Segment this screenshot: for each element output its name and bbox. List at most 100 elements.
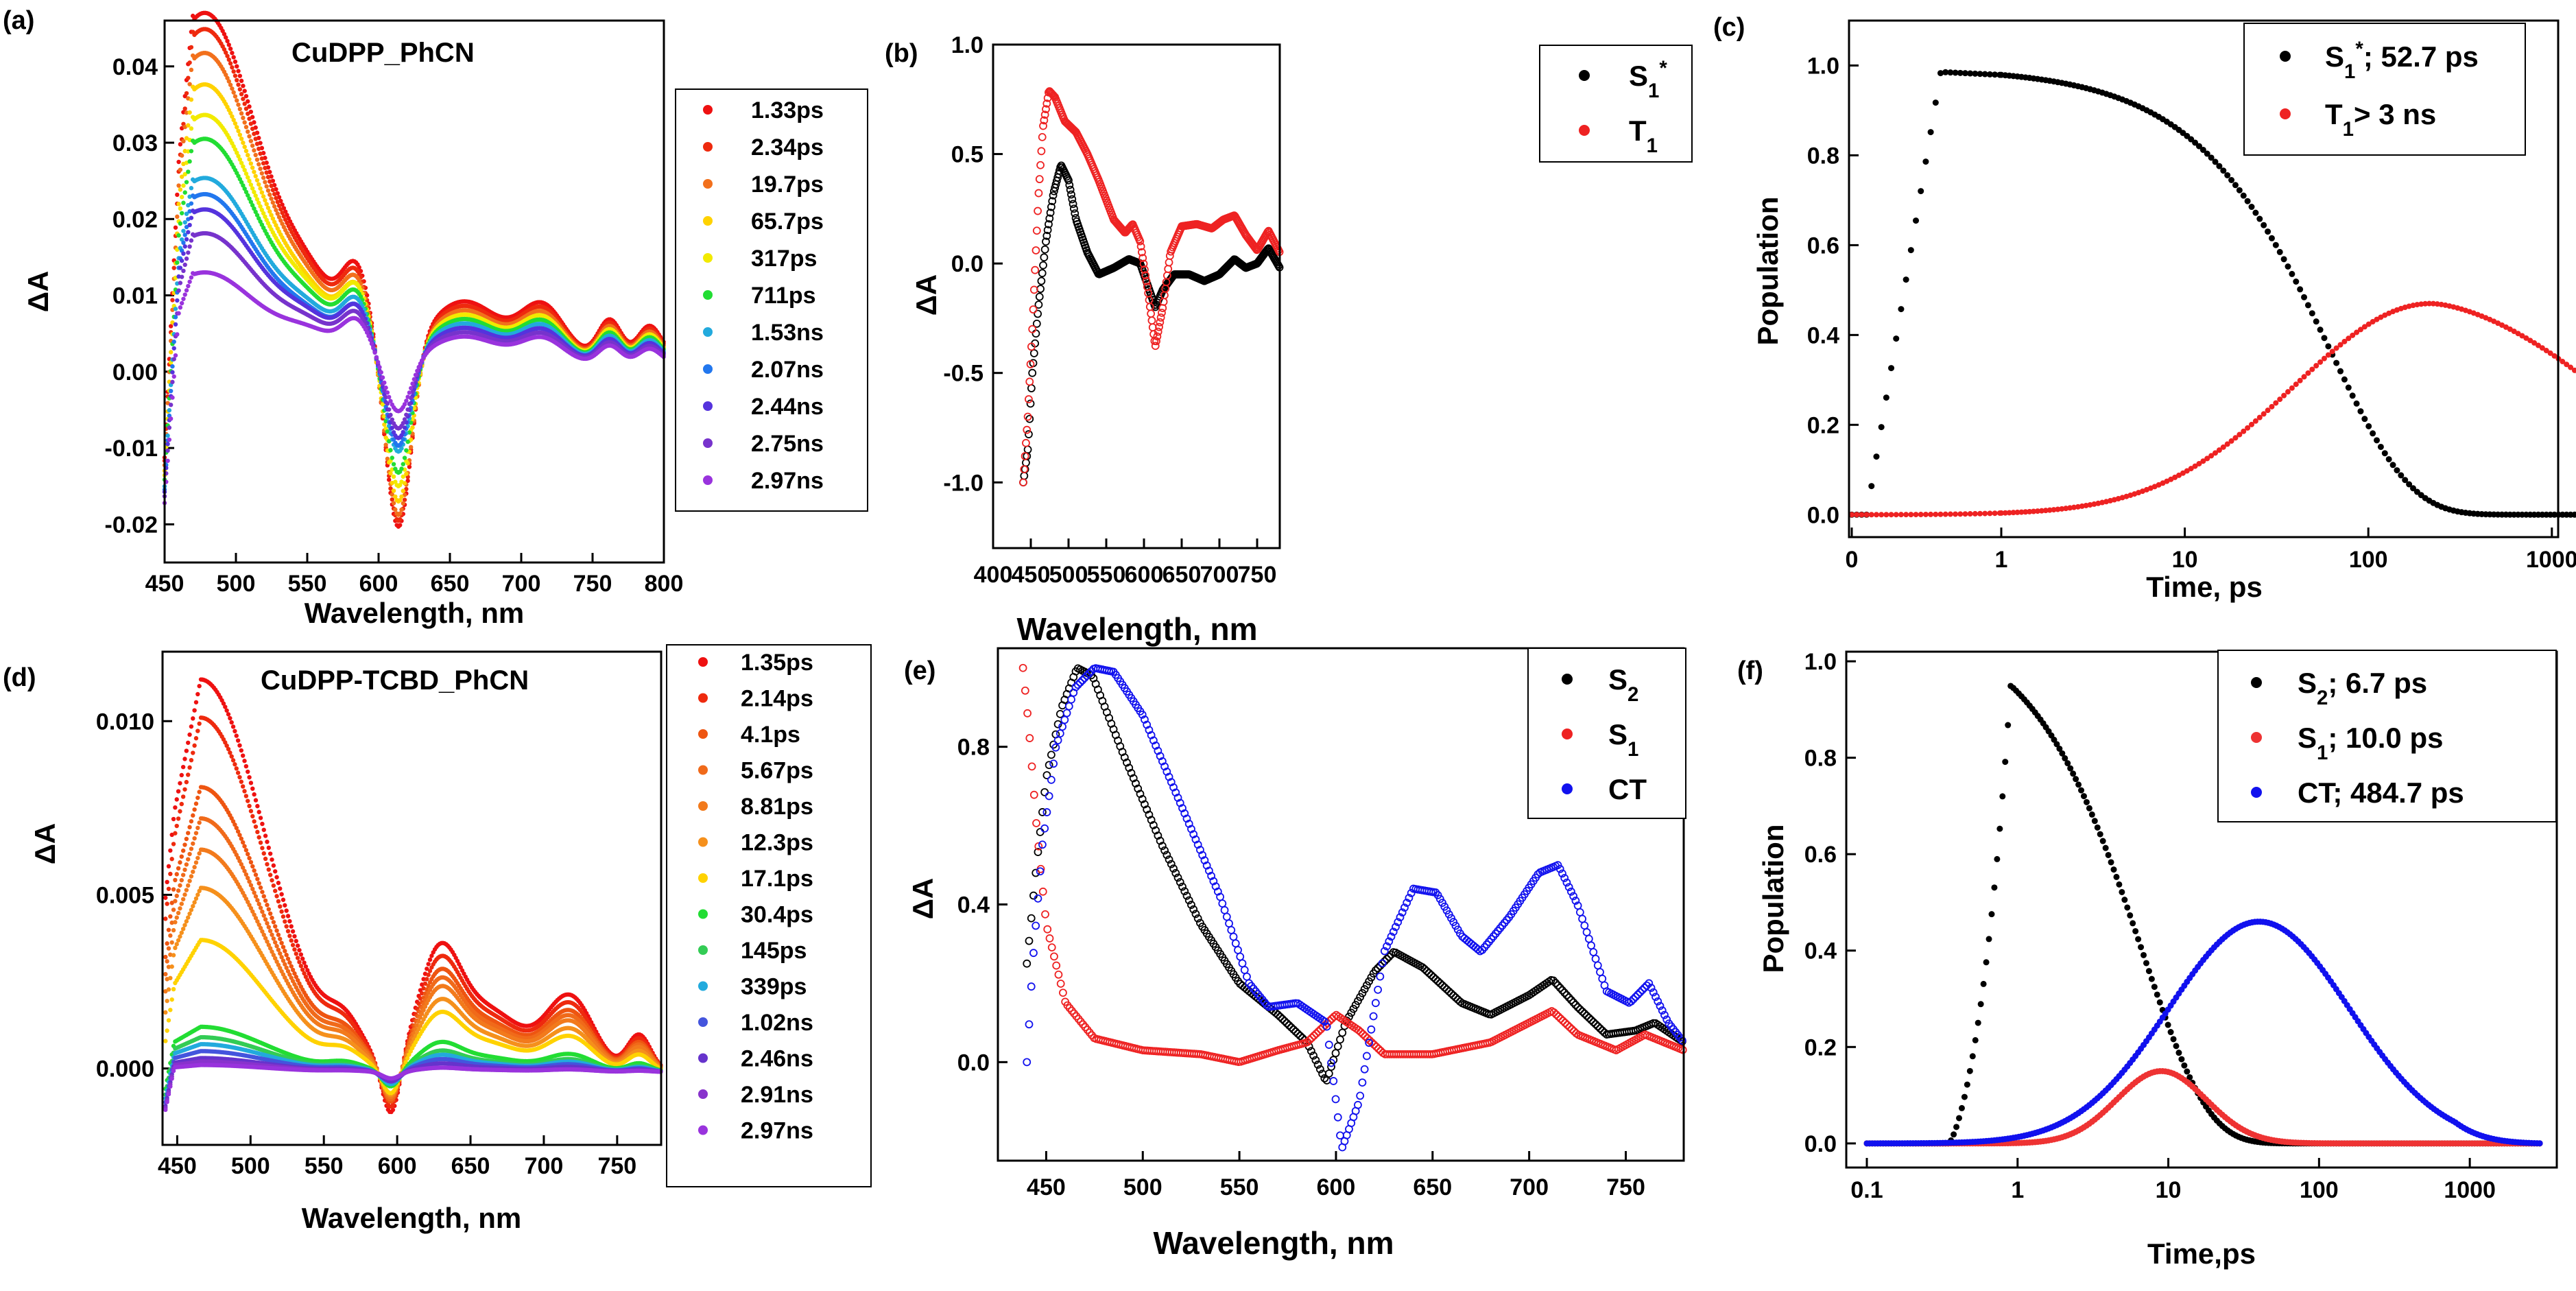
panel-a-point [176,202,181,206]
panel-a-point [259,190,265,195]
panel-d-point [178,781,182,785]
panel-b-point [1031,329,1040,338]
panel-d-x-tick-label: 600 [378,1153,417,1179]
panel-c-x-tick-label: 100 [2349,547,2388,573]
panel-d-point [176,816,181,821]
panel-a-point [257,146,261,152]
panel-a-point [186,123,191,128]
panel-c-point [1907,247,1914,254]
panel-a-point [237,87,243,92]
panel-d-point [240,753,246,758]
panel-c-point [2277,396,2283,403]
panel-b-point [1037,276,1046,285]
panel-b-point [1035,292,1044,301]
panel-d-point [169,857,174,862]
panel-a-point [187,222,192,228]
panel-a-point [242,102,247,106]
panel-a-point [179,274,184,279]
panel-a-point [239,137,244,141]
panel-d-point [166,864,171,869]
panel-c-point [1957,511,1964,517]
panel-a-point [179,153,184,158]
panel-d-point [292,934,297,939]
panel-a-point [253,152,258,158]
panel-d-point [295,943,300,948]
panel-c-point [2349,392,2356,399]
panel-b-legend [1539,45,1693,163]
panel-a-point [269,183,274,189]
panel-a-point [184,256,189,261]
panel-a-legend-label: 2.34ps [751,134,824,161]
panel-c-point [1967,511,1973,517]
panel-b-point [1038,269,1047,278]
panel-b-point [1164,265,1173,274]
panel-c-point [2224,171,2231,178]
panel-b-point [1147,316,1156,325]
panel-a-point [382,380,387,386]
panel-a-legend-marker [703,438,713,448]
panel-a-point [168,402,174,407]
panel-d-point [235,738,241,743]
panel-b-ylabel: ΔA [910,274,942,316]
panel-a-point [275,200,280,204]
panel-a-point [258,166,263,171]
panel-a-point [267,179,272,184]
panel-a-point [182,244,187,249]
panel-d-point [257,835,261,840]
panel-a-ylabel: ΔA [22,271,54,313]
panel-c-point [2305,370,2311,376]
panel-b-x-tick-label: 500 [1049,562,1088,588]
panel-c-y-tick-label: 0.6 [1807,233,1839,259]
panel-a-point [179,300,184,306]
panel-a-legend-marker [703,290,713,300]
panel-c-point [1982,510,1988,517]
panel-a-point [270,187,276,193]
panel-d-point [255,803,260,809]
panel-c-point [1913,512,1919,518]
panel-a-point [390,497,394,502]
panel-a-point [178,305,183,310]
panel-a-point [228,82,233,87]
panel-a-point [187,244,192,249]
panel-d-point [168,848,173,853]
panel-c-point [1987,510,1993,517]
panel-b-x-tick-label: 550 [1087,562,1126,588]
panel-d-point [234,733,239,738]
panel-c-point [2345,384,2352,391]
panel-b-point [1165,258,1173,267]
panel-a-point [405,394,410,399]
panel-a-point [401,421,405,426]
panel-d-point [189,724,194,729]
panel-c-point [1918,512,1924,518]
panel-a-point [388,486,393,491]
panel-c-point [1863,512,1870,518]
panel-a-point [368,337,372,342]
panel-a-point [391,488,396,493]
panel-a-point [186,169,191,174]
panel-d-point [193,736,199,741]
panel-d-point [191,750,195,755]
panel-a-point [405,478,410,484]
panel-a-point [167,407,172,413]
panel-c-label: (c) [1713,13,1745,42]
panel-c-point [2252,209,2259,216]
panel-a-point [261,175,266,180]
panel-a-point [241,83,246,88]
panel-d-point [226,712,231,717]
panel-a-point [386,407,392,412]
panel-a-point [182,262,187,268]
panel-a-point [243,106,249,111]
panel-d-point [182,757,187,761]
panel-a-point [182,220,187,225]
panel-d-point [274,875,279,879]
panel-d-point [253,824,259,829]
panel-d-point [166,886,171,891]
panel-c-point [2280,256,2287,263]
panel-a-x-tick-label: 800 [645,571,684,597]
panel-c-point [2293,381,2299,388]
panel-a-point [263,198,267,203]
panel-a-point [228,61,233,66]
panel-a-xlabel: Wavelength, nm [305,597,524,629]
panel-c-point [1918,188,1924,195]
panel-c-point [1903,512,1909,518]
